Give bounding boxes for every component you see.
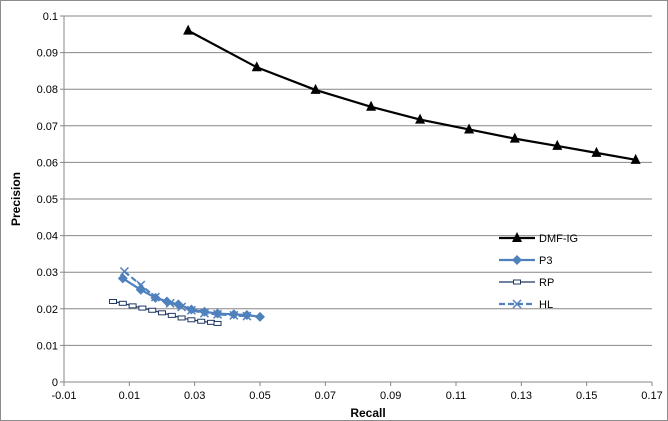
series-p3	[117, 273, 265, 322]
data-point	[509, 132, 520, 143]
data-point	[242, 311, 252, 321]
marker-stroke	[186, 305, 196, 315]
y-tick-label: 0.03	[37, 267, 58, 279]
data-point	[167, 312, 176, 318]
legend-label: HL	[539, 299, 553, 311]
legend: DMF-IG P3 RP HL	[499, 232, 578, 311]
data-point	[197, 318, 206, 324]
data-point	[117, 273, 128, 284]
x-tick-label: 0.15	[576, 390, 597, 402]
marker-stroke	[199, 308, 209, 318]
series-layer	[109, 24, 641, 326]
legend-swatch-marker	[513, 279, 521, 285]
x-tick-label: 0.11	[446, 390, 467, 402]
y-tick-label: 0.01	[37, 340, 58, 352]
data-point	[186, 305, 196, 315]
x-tick-label: 0.17	[641, 390, 662, 402]
x-tick-label: 0.13	[511, 390, 532, 402]
legend-swatch-marker	[512, 299, 522, 309]
data-point	[255, 311, 265, 322]
data-point	[119, 266, 129, 276]
legend-label: DMF-IG	[539, 233, 578, 245]
data-point	[158, 310, 166, 316]
data-point	[241, 310, 252, 321]
data-point	[207, 319, 215, 325]
legend-entry: RP	[499, 277, 554, 289]
data-point	[366, 100, 377, 111]
y-axis-title: Precision	[9, 172, 23, 226]
data-point	[138, 305, 147, 311]
series-hl	[119, 266, 252, 321]
data-point	[310, 83, 321, 94]
data-point	[199, 306, 210, 317]
data-point	[552, 139, 563, 150]
data-point	[128, 303, 137, 309]
x-tick-label: 0.01	[119, 390, 140, 402]
data-point	[229, 310, 239, 320]
data-point	[136, 280, 146, 290]
data-point	[464, 123, 475, 134]
legend-entry: P3	[499, 255, 552, 267]
y-tick-label: 0	[52, 377, 58, 389]
grid-layer	[64, 15, 652, 346]
data-point	[251, 61, 262, 72]
legend-entry: HL	[499, 299, 553, 311]
legend-entry: DMF-IG	[499, 232, 578, 245]
data-point	[213, 309, 223, 319]
x-tick-label: 0.09	[380, 390, 401, 402]
y-tick-label: 0.1	[43, 11, 58, 23]
data-point	[109, 298, 117, 304]
data-point	[150, 292, 160, 302]
marker-stroke	[136, 280, 146, 290]
y-tick-label: 0.06	[37, 157, 58, 169]
x-tick-label: 0.07	[315, 390, 336, 402]
data-point	[187, 317, 196, 323]
data-point	[415, 113, 426, 124]
series-rp	[109, 298, 222, 326]
marker-stroke	[150, 292, 160, 302]
data-point	[148, 307, 157, 313]
series-line	[187, 29, 636, 161]
marker-stroke	[512, 299, 522, 309]
y-tick-label: 0.09	[37, 48, 58, 60]
marker-stroke	[213, 309, 223, 319]
data-point	[165, 298, 175, 308]
x-tick-label: 0.03	[184, 390, 205, 402]
marker-stroke	[165, 298, 175, 308]
y-tick-label: 0.08	[37, 84, 58, 96]
x-tick-label: -0.01	[51, 390, 76, 402]
marker-stroke	[229, 310, 239, 320]
data-point	[177, 315, 186, 321]
data-point	[118, 300, 127, 306]
data-point	[630, 153, 641, 164]
marker-stroke	[177, 302, 187, 312]
data-point	[183, 24, 194, 35]
data-point	[213, 320, 222, 326]
y-tick-label: 0.07	[37, 121, 58, 133]
y-tick-label: 0.05	[37, 194, 58, 206]
x-tick-label: 0.05	[249, 390, 270, 402]
marker-stroke	[119, 266, 129, 276]
axis-layer: 0 0.01 0.02 0.03 0.04 0.05 0.06 0.07 0.08 0.09 0.1…	[37, 11, 663, 402]
x-axis-title: Recall	[350, 406, 385, 420]
data-point	[177, 302, 187, 312]
legend-swatch-marker	[512, 255, 522, 265]
marker-stroke	[242, 311, 252, 321]
series-dmf-ig	[183, 24, 641, 164]
data-point	[199, 308, 209, 318]
data-point	[591, 146, 602, 157]
series-line	[123, 270, 247, 318]
legend-swatch-marker	[512, 232, 522, 242]
y-tick-label: 0.02	[37, 304, 58, 316]
legend-label: P3	[539, 255, 552, 267]
legend-label: RP	[539, 277, 554, 289]
y-tick-label: 0.04	[37, 231, 58, 243]
